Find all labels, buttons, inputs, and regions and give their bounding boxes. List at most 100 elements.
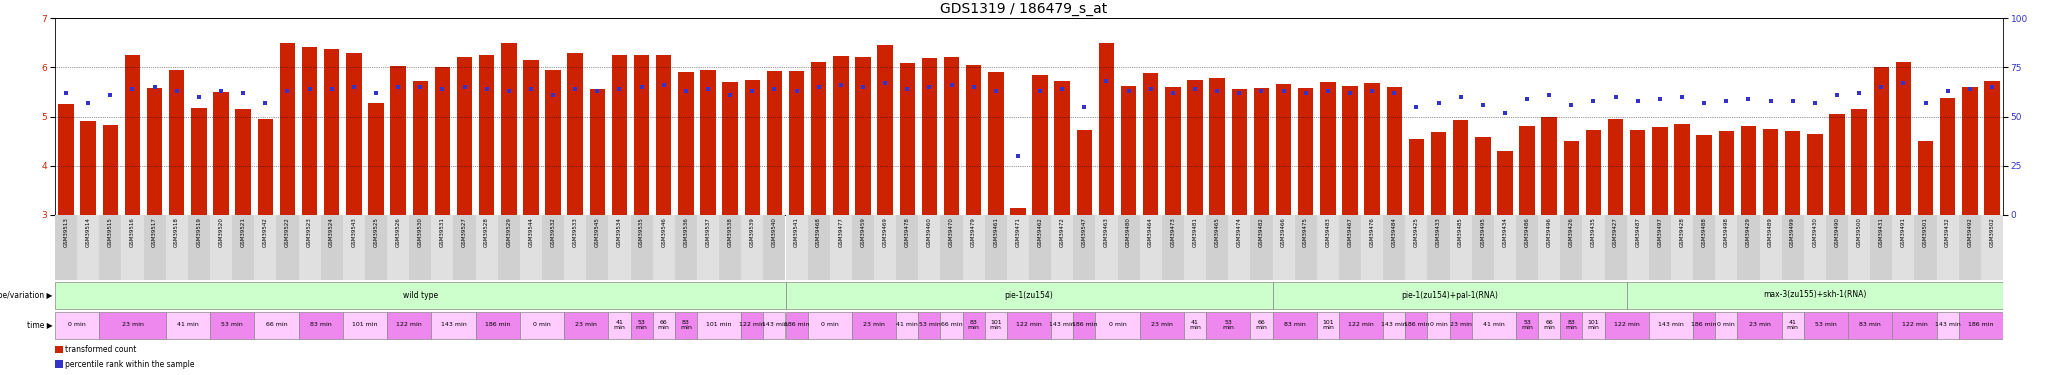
Bar	[745, 80, 760, 215]
Bar	[786, 312, 807, 339]
Bar	[188, 215, 211, 280]
Bar	[1028, 215, 1051, 280]
Text: GSM39485: GSM39485	[1458, 217, 1462, 247]
Bar	[1450, 215, 1473, 280]
Text: 122 min: 122 min	[1016, 322, 1042, 327]
Bar	[700, 70, 715, 215]
Text: 101
min: 101 min	[989, 320, 1001, 330]
Point	[1290, 90, 1323, 96]
Bar	[1473, 215, 1493, 280]
Bar	[387, 215, 410, 280]
Text: GSM39431: GSM39431	[1878, 217, 1884, 247]
Text: 41 min: 41 min	[176, 322, 199, 327]
Point	[846, 84, 879, 90]
Bar	[1937, 215, 1958, 280]
Bar	[1782, 312, 1804, 339]
Bar	[365, 215, 387, 280]
Bar	[55, 360, 63, 368]
Bar	[1561, 215, 1583, 280]
Point	[1378, 90, 1411, 96]
Text: 41
min: 41 min	[1786, 320, 1798, 330]
Bar	[281, 43, 295, 215]
Text: 186 min: 186 min	[1071, 322, 1098, 327]
Bar	[590, 89, 604, 215]
Point	[1931, 88, 1964, 94]
Bar	[1427, 215, 1450, 280]
Text: GSM39545: GSM39545	[594, 217, 600, 247]
Point	[936, 82, 969, 88]
Bar	[299, 312, 342, 339]
Bar	[807, 215, 829, 280]
Text: GSM39533: GSM39533	[573, 217, 578, 247]
Text: 122 min: 122 min	[397, 322, 422, 327]
Bar	[963, 215, 985, 280]
Text: GSM39496: GSM39496	[1546, 217, 1552, 247]
Bar	[236, 109, 252, 215]
Text: GSM39478: GSM39478	[905, 217, 909, 247]
Bar	[1298, 88, 1313, 215]
Text: GSM39473: GSM39473	[1169, 217, 1176, 247]
Bar	[143, 215, 166, 280]
Text: 0 min: 0 min	[1430, 322, 1448, 327]
Text: 143 min: 143 min	[1935, 322, 1960, 327]
Bar	[897, 312, 918, 339]
Bar	[1806, 134, 1823, 215]
Text: 143 min: 143 min	[1049, 322, 1075, 327]
Text: GSM39425: GSM39425	[1413, 217, 1419, 247]
Point	[1511, 96, 1544, 102]
Text: max-3(zu155)+skh-1(RNA): max-3(zu155)+skh-1(RNA)	[1763, 291, 1866, 300]
Bar	[1051, 312, 1073, 339]
Bar	[608, 215, 631, 280]
Bar	[258, 119, 272, 215]
Text: GSM39514: GSM39514	[86, 217, 90, 247]
Text: 53
min: 53 min	[635, 320, 647, 330]
Bar	[121, 215, 143, 280]
Bar	[1294, 215, 1317, 280]
Text: GSM39547: GSM39547	[1081, 217, 1087, 247]
Bar	[57, 104, 74, 215]
Bar	[1339, 215, 1362, 280]
Bar	[346, 54, 362, 215]
Bar	[520, 215, 543, 280]
Text: GSM39481: GSM39481	[1192, 217, 1198, 247]
Text: 143 min: 143 min	[1659, 322, 1683, 327]
Text: GSM39474: GSM39474	[1237, 217, 1241, 247]
Bar	[1272, 282, 1626, 309]
Bar	[410, 215, 432, 280]
Point	[492, 88, 524, 94]
Text: GSM39471: GSM39471	[1016, 217, 1020, 247]
Bar	[1473, 312, 1516, 339]
Bar	[1251, 215, 1272, 280]
Point	[913, 84, 946, 90]
Point	[1599, 94, 1632, 100]
Point	[1798, 100, 1831, 106]
Bar	[322, 215, 342, 280]
Bar	[940, 312, 963, 339]
Bar	[1475, 137, 1491, 215]
Bar	[676, 312, 696, 339]
Bar	[98, 312, 166, 339]
Bar	[963, 312, 985, 339]
Bar	[342, 312, 387, 339]
Text: GSM39470: GSM39470	[948, 217, 954, 247]
Bar	[1917, 141, 1933, 215]
Bar	[1073, 215, 1096, 280]
Bar	[1386, 87, 1403, 215]
Bar	[1493, 215, 1516, 280]
Bar	[852, 312, 897, 339]
Text: GSM39544: GSM39544	[528, 217, 532, 247]
Bar	[766, 71, 782, 215]
Bar	[1649, 215, 1671, 280]
Bar	[1339, 312, 1382, 339]
Text: GSM39483: GSM39483	[1325, 217, 1331, 247]
Bar	[631, 215, 653, 280]
Point	[1067, 104, 1100, 110]
Text: GSM39479: GSM39479	[971, 217, 977, 247]
Point	[1135, 86, 1167, 92]
Text: pie-1(zu154)+pal-1(RNA): pie-1(zu154)+pal-1(RNA)	[1401, 291, 1497, 300]
Point	[270, 88, 303, 94]
Bar	[342, 215, 365, 280]
Text: GSM39522: GSM39522	[285, 217, 291, 247]
Bar	[231, 215, 254, 280]
Point	[1909, 100, 1942, 106]
